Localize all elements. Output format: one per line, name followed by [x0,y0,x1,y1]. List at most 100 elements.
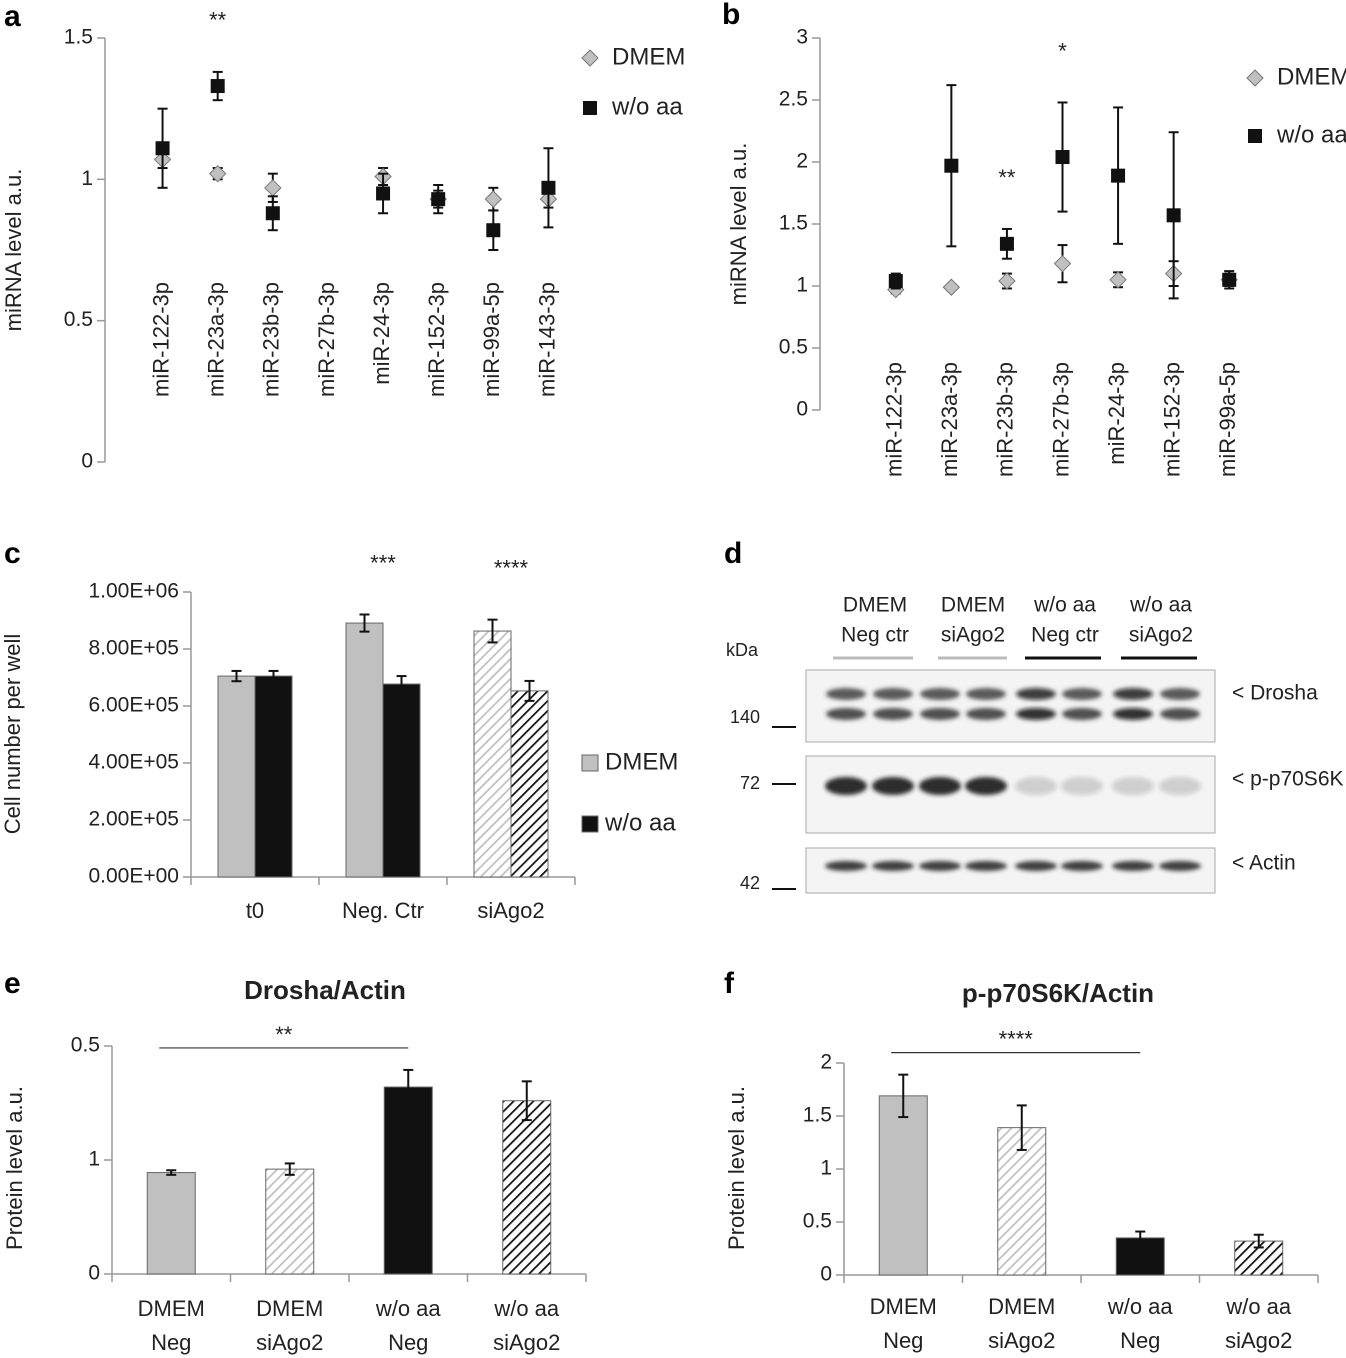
panel-label: e [4,967,21,1000]
x-tick-label: miR-23a-3p [204,282,229,397]
marker-diamond [942,278,961,296]
band [966,708,1006,720]
significance-label: * [1058,38,1067,63]
y-axis-label: Protein level a.u. [2,1086,27,1250]
panel-label: f [724,967,735,1000]
y-tick-label: 0.5 [71,1034,100,1057]
y-tick-label: 0.00E+00 [88,865,179,888]
marker-square [583,101,597,115]
x-tick-label: Neg. Ctr [342,898,424,923]
significance-label: *** [370,550,396,575]
marker-square [944,158,959,173]
bar [254,675,293,878]
marker-diamond [1053,254,1072,273]
bar [345,622,384,878]
significance-label: **** [999,1026,1034,1051]
marker-square [486,223,501,238]
marker-diamond [581,49,599,67]
y-tick-label: 1 [88,1148,100,1171]
lane-group-label: siAgo2 [1129,624,1193,647]
y-tick-label: 0.5 [64,308,93,331]
bar [383,1086,433,1275]
band [872,777,914,795]
marker-diamond [264,179,282,197]
y-axis-label: miRNA level a.u. [726,143,751,306]
y-tick-label: 0.5 [779,336,808,359]
x-tick-label: siAgo2 [477,898,544,923]
legend-label: DMEM [612,43,685,70]
x-tick-label: siAgo2 [493,1330,560,1355]
band [1112,861,1154,871]
band [873,688,913,700]
legend-label: DMEM [1277,63,1346,90]
y-tick-label: 8.00E+05 [88,637,179,660]
band [1112,777,1154,795]
x-tick-label: miR-23b-3p [993,362,1018,477]
bar [265,1168,315,1275]
x-tick-label: siAgo2 [256,1330,323,1355]
x-tick-label: DMEM [870,1294,937,1319]
marker-label: 72 [740,773,760,793]
lane-group-label: w/o aa [1129,594,1192,617]
marker-square [1055,150,1070,165]
significance-label: **** [494,555,529,580]
x-tick-label: Neg [151,1330,191,1355]
x-tick-label: miR-99a-5p [479,282,504,397]
x-tick-label: miR-23a-3p [937,362,962,477]
panel-label: d [724,537,742,570]
marker-square [1111,168,1126,183]
y-axis-label: miRNA level a.u. [1,169,26,332]
band [826,708,866,720]
band [920,708,960,720]
panel-label: c [4,537,21,570]
band [1062,688,1102,700]
y-tick-label: 2 [820,1051,832,1074]
x-tick-label: miR-143-3p [534,282,559,397]
y-tick-label: 0 [81,450,93,473]
band-label: < Drosha [1232,682,1318,705]
legend-swatch [581,754,599,772]
band [1015,861,1057,871]
lane-group-label: w/o aa [1033,594,1096,617]
x-tick-label: siAgo2 [988,1328,1055,1353]
x-tick-label: miR-24-3p [369,282,394,385]
x-tick-label: DMEM [138,1296,205,1321]
significance-label: ** [998,165,1016,190]
band [1159,861,1201,871]
panel-label: b [722,0,740,31]
chart-title: p-p70S6K/Actin [962,978,1154,1008]
marker-square [888,274,903,289]
band [1016,688,1056,700]
marker-diamond [1109,271,1127,289]
legend-label: w/o aa [611,93,683,120]
x-tick-label: w/o aa [1107,1294,1174,1319]
marker-square [999,236,1014,251]
chart-title: Drosha/Actin [244,975,406,1005]
x-tick-label: miR-99a-5p [1215,362,1240,477]
band [1015,777,1057,795]
band [919,861,961,871]
marker-square [1222,272,1237,287]
x-tick-label: DMEM [256,1296,323,1321]
y-tick-label: 3 [796,26,808,49]
bar [146,1172,196,1275]
marker-label: 42 [740,873,760,893]
y-tick-label: 2.5 [779,88,808,111]
x-tick-label: w/o aa [493,1296,560,1321]
band [1061,861,1103,871]
marker-diamond [1246,69,1264,87]
blot-membrane [805,755,1216,834]
band [826,688,866,700]
panel-label: a [4,0,21,33]
marker-square [376,186,391,201]
y-tick-label: 0 [88,1262,100,1285]
bar [473,630,512,878]
y-axis-label: Protein level a.u. [724,1086,749,1250]
y-tick-label: 0 [820,1263,832,1286]
band [1061,777,1103,795]
band [1113,688,1153,700]
x-tick-label: siAgo2 [1225,1328,1292,1353]
y-tick-label: 1.5 [779,212,808,235]
